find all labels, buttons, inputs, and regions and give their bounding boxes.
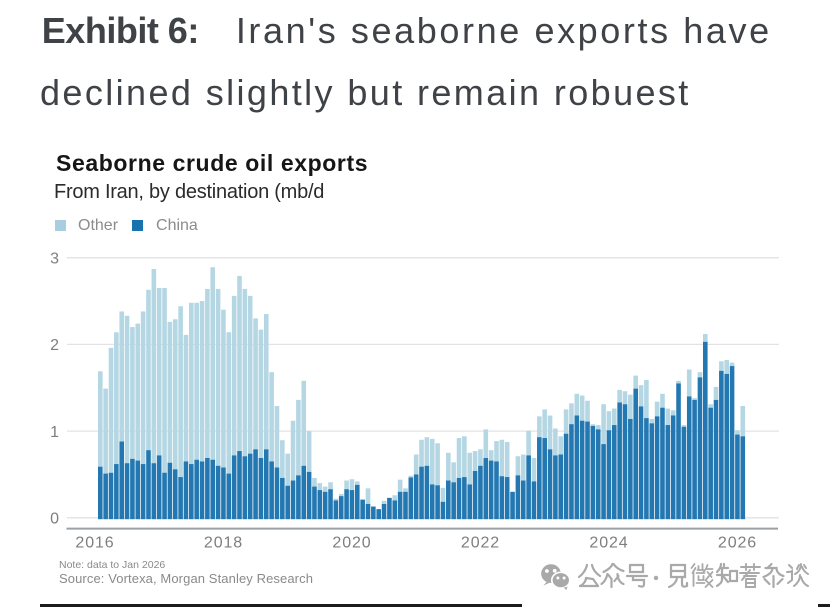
svg-text:1: 1 (50, 424, 59, 441)
svg-text:2020: 2020 (332, 535, 371, 552)
svg-text:2: 2 (50, 337, 59, 354)
svg-text:2024: 2024 (589, 535, 628, 552)
svg-text:2016: 2016 (75, 535, 114, 552)
svg-text:2022: 2022 (461, 535, 500, 552)
svg-text:0: 0 (50, 511, 59, 528)
svg-text:2026: 2026 (718, 535, 757, 552)
svg-text:2018: 2018 (204, 535, 243, 552)
svg-text:3: 3 (50, 251, 59, 268)
